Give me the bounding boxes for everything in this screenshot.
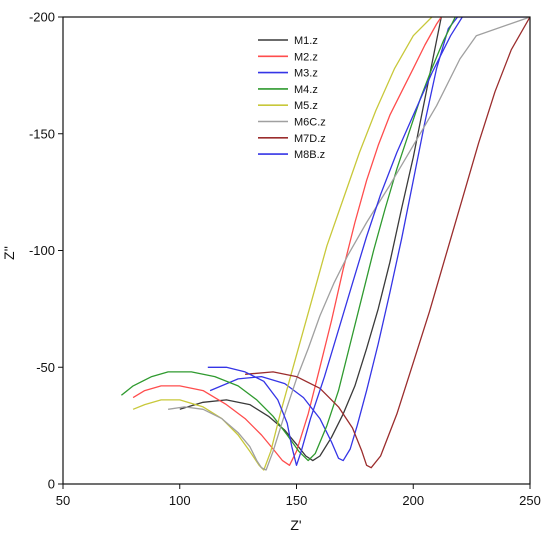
x-tick-label: 200	[402, 493, 424, 508]
y-tick-label: -200	[29, 10, 55, 25]
y-tick-label: -150	[29, 126, 55, 141]
y-axis-label: Z''	[1, 246, 17, 260]
legend-label: M6C.z	[294, 117, 326, 129]
series-line-m8b-z	[207, 17, 463, 466]
x-tick-label: 250	[519, 493, 541, 508]
x-axis-label: Z'	[290, 517, 301, 533]
y-tick-label: 0	[48, 477, 55, 492]
legend-label: M5.z	[294, 100, 318, 112]
series-line-m4-z	[120, 17, 456, 462]
axis-ticks: 50 100 150 200 250 0 -50 -100 -150 -200	[29, 10, 541, 509]
legend-label: M8B.z	[294, 149, 325, 161]
legend-label: M4.z	[294, 84, 318, 96]
x-tick-label: 50	[56, 493, 70, 508]
series-line-m3-z	[209, 17, 530, 462]
legend-label: M7D.z	[294, 133, 326, 145]
legend: M1.z M2.z M3.z M4.z M5.z M6C.z M7D.z M8B.z	[258, 35, 326, 161]
x-tick-label: 150	[286, 493, 308, 508]
y-tick-label: -100	[29, 243, 55, 258]
y-tick-label: -50	[36, 360, 55, 375]
legend-label: M3.z	[294, 68, 318, 80]
series-line-m2-z	[132, 17, 442, 466]
series-line-m7d-z	[245, 17, 530, 469]
legend-label: M2.z	[294, 51, 318, 63]
legend-label: M1.z	[294, 35, 318, 47]
x-tick-label: 100	[169, 493, 191, 508]
series-line-m1-z	[179, 17, 442, 462]
series-line-m6c-z	[168, 17, 530, 471]
series-line-m5-z	[132, 17, 433, 471]
